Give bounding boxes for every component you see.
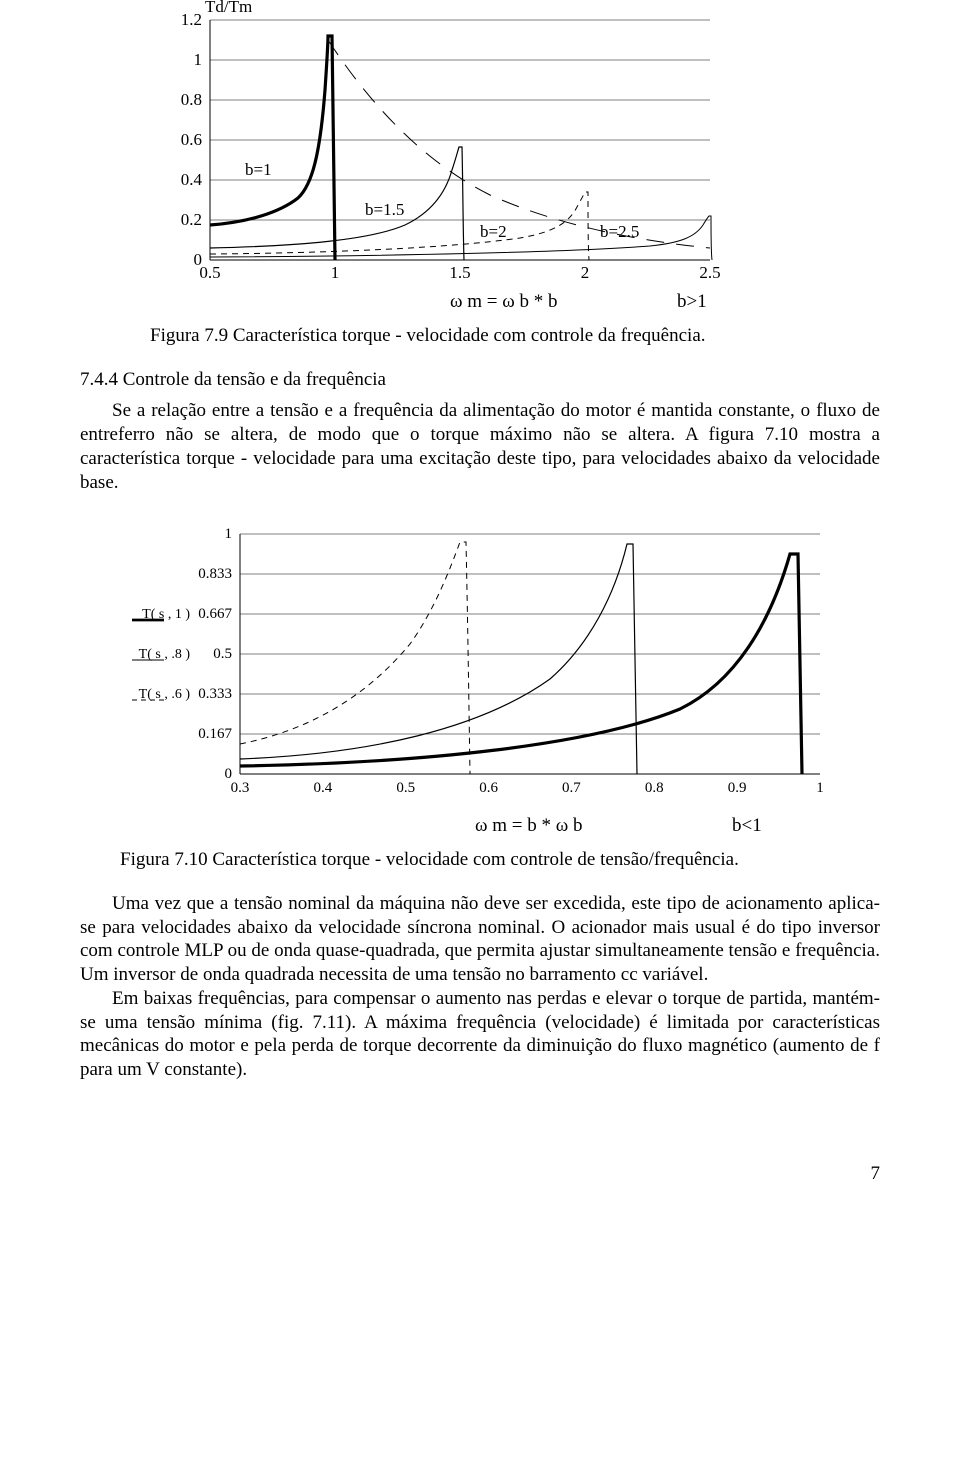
ytick: 0.4 bbox=[181, 170, 203, 189]
xtick: 0.4 bbox=[314, 780, 333, 796]
ytick: 0.333 bbox=[198, 686, 232, 702]
xtick: 1 bbox=[331, 263, 340, 282]
paragraph-1: Se a relação entre a tensão e a frequênc… bbox=[80, 399, 880, 494]
xtick: 0.5 bbox=[199, 263, 220, 282]
series-label-b2: b=2 bbox=[480, 222, 507, 241]
series-label-b25: b=2.5 bbox=[600, 222, 639, 241]
xtick: 1.5 bbox=[449, 263, 470, 282]
xtick: 2 bbox=[581, 263, 590, 282]
xtick: 0.7 bbox=[562, 780, 581, 796]
chart2-eq-line: ω m = b * ω b b<1 bbox=[475, 814, 880, 838]
ytick: 0.5 bbox=[213, 646, 232, 662]
paragraph-2: Uma vez que a tensão nominal da máquina … bbox=[80, 892, 880, 987]
figure-7-9-caption: Figura 7.9 Característica torque - veloc… bbox=[150, 324, 880, 348]
ytick: 0.833 bbox=[198, 566, 232, 582]
series-label-b15: b=1.5 bbox=[365, 200, 404, 219]
series-label-b1: b=1 bbox=[245, 160, 272, 179]
y-axis-title: Td/Tm bbox=[205, 0, 252, 16]
curve-T06 bbox=[240, 542, 470, 774]
xtick: 0.9 bbox=[728, 780, 747, 796]
ytick: 1.2 bbox=[181, 10, 202, 29]
series-label-T06: T( s , .6 ) bbox=[139, 687, 191, 702]
ytick: 0.167 bbox=[198, 726, 232, 742]
xtick: 0.5 bbox=[396, 780, 415, 796]
chart-7-9-svg: 0 0.2 0.4 0.6 0.8 1 1.2 Td/Tm 0.5 1 1.5 … bbox=[150, 0, 740, 290]
section-heading: 7.4.4 Controle da tensão e da frequência bbox=[80, 368, 880, 392]
chart2-x-eq: ω m = b * ω b bbox=[475, 815, 583, 836]
figure-7-9: 0 0.2 0.4 0.6 0.8 1 1.2 Td/Tm 0.5 1 1.5 … bbox=[150, 0, 880, 314]
curve-T1 bbox=[240, 554, 802, 774]
curve-b1 bbox=[210, 36, 335, 260]
ytick: 0.8 bbox=[181, 90, 202, 109]
chart1-eq-line: ω m = ω b * b b>1 bbox=[450, 290, 880, 314]
figure-7-10-caption: Figura 7.10 Característica torque - velo… bbox=[120, 848, 880, 872]
chart2-x-cond: b<1 bbox=[732, 815, 762, 836]
paragraph-3: Em baixas frequências, para compensar o … bbox=[80, 987, 880, 1082]
ytick: 0.667 bbox=[198, 606, 232, 622]
xtick: 0.3 bbox=[231, 780, 250, 796]
curve-T08 bbox=[240, 544, 637, 774]
chart-7-10-svg: 0 0.167 0.333 0.5 0.667 0.833 1 T( s , 1… bbox=[120, 514, 840, 814]
xtick: 1 bbox=[816, 780, 824, 796]
ytick: 1 bbox=[194, 50, 203, 69]
page-number: 7 bbox=[80, 1162, 880, 1186]
xtick: 2.5 bbox=[699, 263, 720, 282]
ytick: 1 bbox=[225, 526, 233, 542]
chart1-x-cond: b>1 bbox=[677, 291, 707, 312]
xtick: 0.8 bbox=[645, 780, 664, 796]
ytick: 0.6 bbox=[181, 130, 202, 149]
ytick: 0.2 bbox=[181, 210, 202, 229]
xtick: 0.6 bbox=[479, 780, 498, 796]
chart1-x-eq: ω m = ω b * b bbox=[450, 291, 558, 312]
figure-7-10: 0 0.167 0.333 0.5 0.667 0.833 1 T( s , 1… bbox=[120, 514, 880, 838]
